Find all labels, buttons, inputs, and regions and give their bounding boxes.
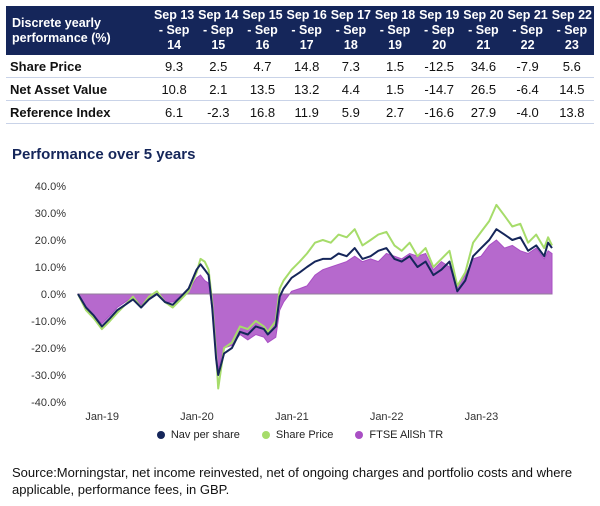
y-tick-label: -10.0% [31,316,66,328]
x-tick-label: Jan-21 [275,411,309,423]
area-layer [77,239,553,370]
series-line-share-price [77,203,553,390]
table-cell: 14.8 [284,55,329,78]
table-cell: 5.9 [328,100,373,124]
y-tick-label: -40.0% [31,397,66,409]
table-row: Share Price 9.3 2.5 4.7 14.8 7.3 1.5 -12… [6,55,594,78]
y-tick-label: 40.0% [35,181,66,193]
period-header: Sep 13- Sep 14 [152,6,197,55]
period-header: Sep 20- Sep 21 [461,6,506,55]
chart-title: Performance over 5 years [12,146,196,163]
table-cell: 13.8 [549,100,594,124]
y-tick-label: 0.0% [41,289,66,301]
line-layer [77,203,553,390]
period-header: Sep 18- Sep 19 [372,6,418,55]
period-header: Sep 19- Sep 20 [417,6,462,55]
x-tick-label: Jan-20 [180,411,214,423]
x-tick-label: Jan-19 [85,411,119,423]
table-cell: 13.2 [284,77,329,101]
table-cell: 1.5 [372,55,418,78]
y-axis: 40.0% 30.0% 20.0% 10.0% 0.0% -10.0% -20.0% -30.… [31,181,66,409]
table-cell: -2.3 [196,100,241,124]
table-cell: -12.5 [417,55,462,78]
table-cell: 11.9 [284,100,329,124]
legend-item: Nav per share [156,429,240,441]
table-cell: 26.5 [461,77,506,101]
period-header: Sep 17- Sep 18 [328,6,373,55]
table-cell: 4.4 [328,77,373,101]
period-header: Sep 15- Sep 16 [240,6,285,55]
legend-item: FTSE AllSh TR [355,429,443,441]
table-cell: 16.8 [240,100,285,124]
period-header: Sep 16- Sep 17 [284,6,329,55]
table-cell: 6.1 [152,100,197,124]
y-tick-label: -30.0% [31,370,66,382]
x-tick-label: Jan-23 [465,411,499,423]
table-cell: 5.6 [549,55,594,78]
y-tick-label: 10.0% [35,262,66,274]
table-cell: 2.7 [372,100,418,124]
row-label: Reference Index [6,100,152,124]
period-header: Sep 21- Sep 22 [505,6,550,55]
table-cell: 13.5 [240,77,285,101]
table-cell: -7.9 [505,55,550,78]
table-row: Net Asset Value 10.8 2.1 13.5 13.2 4.4 1… [6,77,594,101]
table-cell: 14.5 [549,77,594,101]
x-axis: Jan-19 Jan-20 Jan-21 Jan-22 Jan-23 [85,411,498,423]
period-header: Sep 22- Sep 23 [549,6,594,55]
table-header-label: Discrete yearly performance (%) [6,6,152,55]
legend-swatch-icon [156,431,165,439]
source-note: Source:Morningstar, net income reinveste… [12,465,573,497]
table-cell: -4.0 [505,100,550,124]
period-header: Sep 14- Sep 15 [196,6,241,55]
series-line-nav-per-share [77,228,553,376]
legend-item: Share Price [261,429,334,441]
table-cell: -16.6 [417,100,462,124]
table-cell: 10.8 [152,77,197,101]
legend-label: Nav per share [170,429,240,441]
legend-swatch-icon [355,431,364,439]
table-cell: 1.5 [372,77,418,101]
legend-swatch-icon [261,431,270,439]
y-tick-label: 20.0% [35,235,66,247]
table-cell: 7.3 [328,55,373,78]
discrete-performance-table: Discrete yearly performance (%) Sep 13- … [6,6,594,124]
y-tick-label: 30.0% [35,208,66,220]
performance-chart: 40.0% 30.0% 20.0% 10.0% 0.0% -10.0% -20.0% -30.… [31,181,553,423]
table-cell: 34.6 [461,55,506,78]
row-label: Share Price [6,55,152,78]
table-cell: 4.7 [240,55,285,78]
table-header-row: Discrete yearly performance (%) Sep 13- … [6,6,594,55]
table-cell: 9.3 [152,55,197,78]
x-tick-label: Jan-22 [370,411,404,423]
legend-label: FTSE AllSh TR [369,429,444,441]
y-tick-label: -20.0% [31,343,66,355]
chart-legend: Nav per share Share Price FTSE AllSh TR [0,429,600,441]
table-cell: 27.9 [461,100,506,124]
table-cell: 2.5 [196,55,241,78]
table-row: Reference Index 6.1 -2.3 16.8 11.9 5.9 2… [6,100,594,124]
table-cell: -6.4 [505,77,550,101]
table-cell: 2.1 [196,77,241,101]
table-cell: -14.7 [417,77,462,101]
row-label: Net Asset Value [6,77,152,101]
series-area-ftse-allsh-tr [77,239,553,370]
legend-label: Share Price [275,429,334,441]
